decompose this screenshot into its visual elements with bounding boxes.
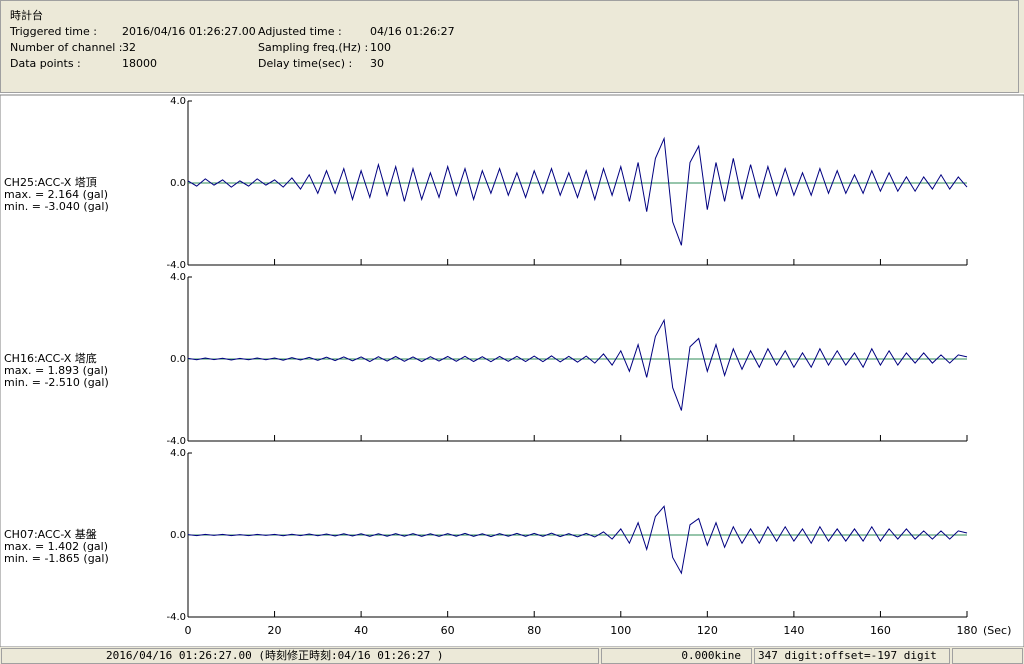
y-tick-label: -4.0 — [166, 612, 186, 623]
channel-min: min. = -3.040 (gal) — [4, 200, 109, 213]
field-value: 32 — [122, 41, 136, 54]
field-label: Adjusted time : — [258, 25, 342, 38]
x-tick-label: 120 — [697, 624, 718, 637]
x-tick-label: 140 — [783, 624, 804, 637]
field-label: Triggered time : — [9, 25, 97, 38]
field-value: 2016/04/16 01:26:27.00 — [122, 25, 256, 38]
waveform — [187, 505, 968, 575]
x-tick-label: 180 — [957, 624, 978, 637]
x-tick-label: 100 — [610, 624, 631, 637]
channel-max: max. = 1.402 (gal) — [4, 540, 108, 553]
x-tick-label: 20 — [268, 624, 282, 637]
field-label: Sampling freq.(Hz) : — [258, 41, 368, 54]
channel-min: min. = -2.510 (gal) — [4, 376, 109, 389]
channel-max: max. = 1.893 (gal) — [4, 364, 108, 377]
waveform — [187, 318, 968, 411]
status-bar — [0, 647, 1024, 664]
header-border — [0, 0, 1019, 93]
field-value: 18000 — [122, 57, 157, 70]
x-axis-label: (Sec) — [983, 624, 1011, 637]
header-panel — [0, 0, 1024, 93]
field-value: 30 — [370, 57, 384, 70]
channel-min: min. = -1.865 (gal) — [4, 552, 109, 565]
field-value: 04/16 01:26:27 — [370, 25, 455, 38]
y-tick-label: 0.0 — [170, 530, 186, 541]
x-tick-label: 40 — [354, 624, 368, 637]
chart-area — [0, 94, 1024, 648]
x-tick-label: 0 — [185, 624, 192, 637]
status-velocity: 0.000kine — [681, 649, 741, 662]
channel-label: CH25:ACC-X 塔頂 — [4, 176, 97, 189]
y-tick-label: 0.0 — [170, 178, 186, 189]
y-tick-label: -4.0 — [166, 260, 186, 271]
x-tick-label: 60 — [441, 624, 455, 637]
field-label: Number of channel : — [10, 41, 123, 54]
channel-label: CH16:ACC-X 塔底 — [4, 351, 97, 365]
y-tick-label: 0.0 — [170, 354, 186, 365]
field-label: Data points : — [10, 57, 81, 70]
y-tick-label: 4.0 — [170, 272, 186, 283]
y-tick-label: 4.0 — [170, 448, 186, 459]
x-tick-label: 160 — [870, 624, 891, 637]
status-digit: 347 digit:offset=-197 digit — [758, 649, 937, 662]
y-tick-label: 4.0 — [170, 96, 186, 107]
station-title: 時計台 — [10, 8, 43, 22]
status-time: 2016/04/16 01:26:27.00 (時刻修正時刻:04/16 01:… — [106, 648, 444, 662]
field-label: Delay time(sec) : — [258, 57, 352, 70]
y-tick-label: -4.0 — [166, 436, 186, 447]
x-tick-label: 80 — [527, 624, 541, 637]
channel-label: CH07:ACC-X 基盤 — [4, 528, 97, 541]
waveform — [187, 136, 968, 246]
channel-max: max. = 2.164 (gal) — [4, 188, 108, 201]
field-value: 100 — [370, 41, 391, 54]
